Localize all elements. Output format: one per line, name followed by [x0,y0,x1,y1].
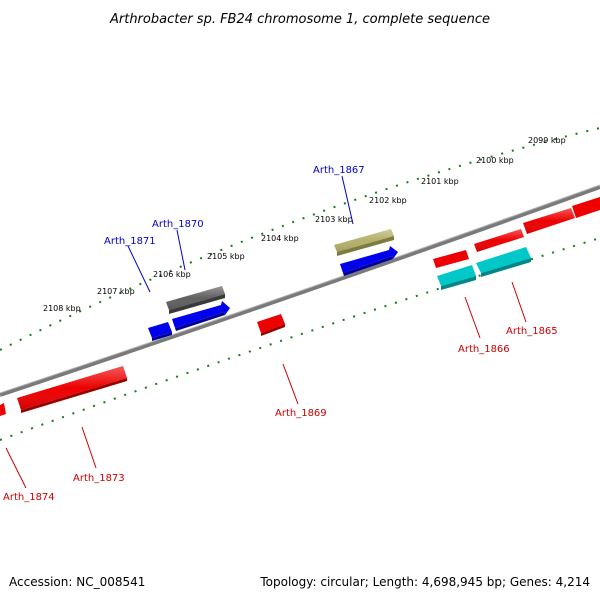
gene-arth-1873[interactable] [17,366,127,413]
gene-label[interactable]: Arth_1873 [73,473,125,484]
accession-text: Accession: NC_008541 [9,575,145,589]
gene-arth-1867[interactable] [334,229,394,256]
scale-label: 2106 kbp [153,270,191,279]
label-leader-lines [5,175,527,489]
chromosome-backbone [0,185,600,397]
scale-label: 2102 kbp [369,196,407,205]
gene-label[interactable]: Arth_1866 [458,344,510,355]
scale-label: 2101 kbp [421,177,459,186]
scale-labels: 2099 kbp 2100 kbp 2101 kbp 2102 kbp 2103… [43,136,566,313]
gene-arth-1867-paired-blue[interactable] [340,246,398,276]
scale-label: 2105 kbp [207,252,245,261]
topology-text: Topology: circular; Length: 4,698,945 bp… [259,575,590,589]
map-title: Arthrobacter sp. FB24 chromosome 1, comp… [109,12,490,27]
gene-arth-1874[interactable] [0,403,6,416]
gene-label[interactable]: Arth_1870 [152,219,204,230]
scale-label: 2104 kbp [261,234,299,243]
scale-label: 2100 kbp [476,156,514,165]
gene-arth-1865[interactable] [523,197,600,234]
gene-label[interactable]: Arth_1867 [313,165,365,176]
gene-arth-1869[interactable] [257,314,285,336]
gene-label[interactable]: Arth_1874 [3,492,55,503]
scale-label: 2103 kbp [315,215,353,224]
inner-tick-ring [0,237,600,441]
gene-label[interactable]: Arth_1869 [275,408,327,419]
scale-label: 2107 kbp [97,287,135,296]
gene-arth-1871[interactable] [148,301,230,341]
gene-arth-1866[interactable] [433,229,531,290]
gene-label[interactable]: Arth_1865 [506,326,558,337]
scale-label: 2099 kbp [528,136,566,145]
gene-labels: Arth_1867 Arth_1870 Arth_1871 Arth_1865 … [3,165,558,503]
scale-label: 2108 kbp [43,304,81,313]
gene-arth-1870[interactable] [166,286,225,314]
gene-label[interactable]: Arth_1871 [104,236,156,247]
